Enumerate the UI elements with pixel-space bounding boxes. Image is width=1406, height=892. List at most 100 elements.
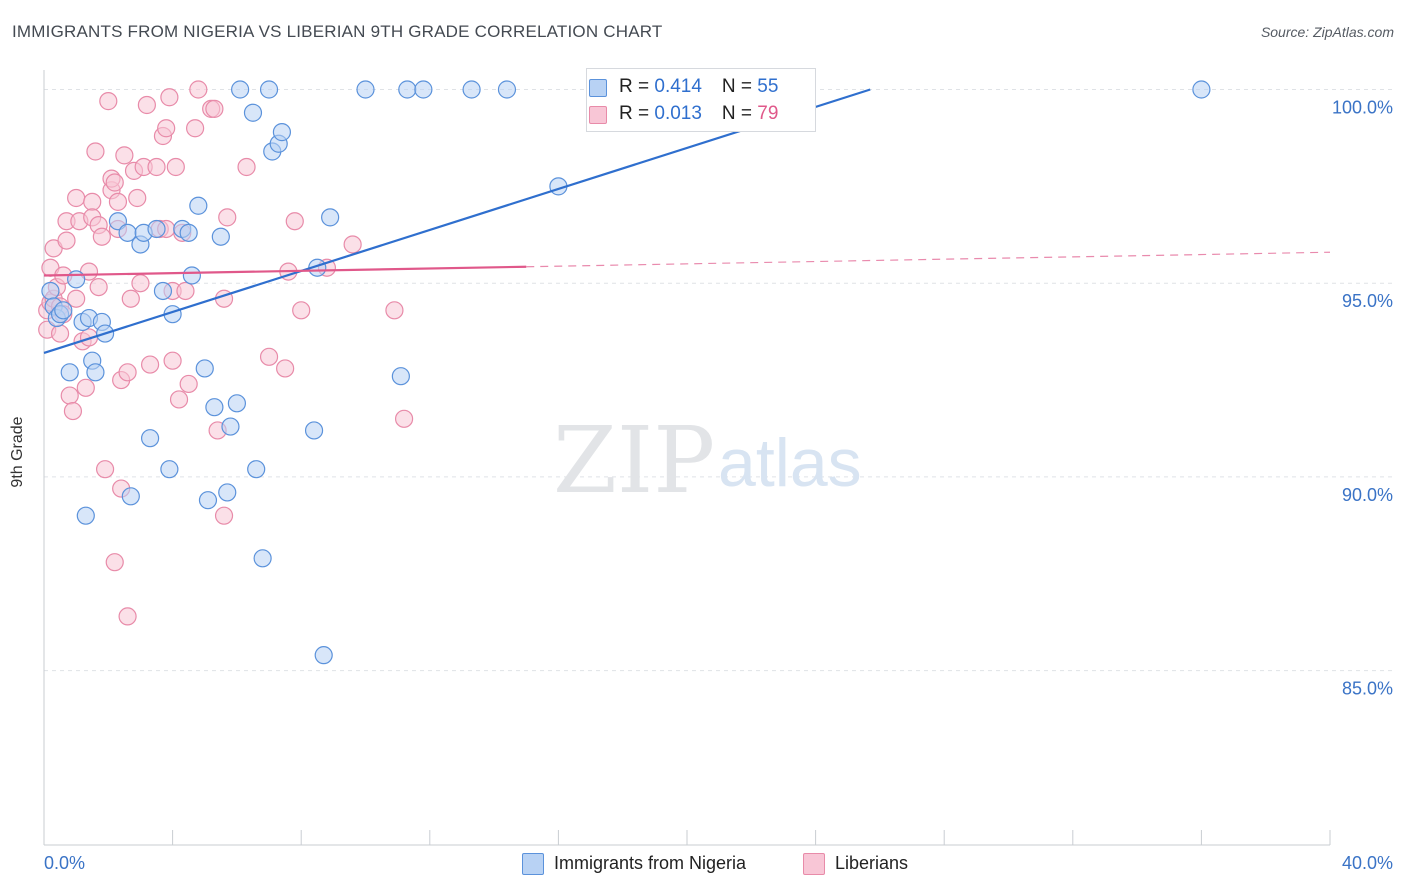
x-tick-label: 40.0% — [1342, 853, 1393, 873]
data-point-liberians — [394, 409, 414, 428]
correlation-legend: R = 0.414 N = 55 R = 0.013 N = 79 — [586, 68, 816, 132]
data-point-liberians — [118, 607, 137, 626]
data-point-nigeria — [227, 394, 246, 413]
data-point-nigeria — [182, 266, 201, 285]
watermark-zip: ZIP — [553, 407, 715, 514]
data-point-nigeria — [218, 483, 237, 502]
data-point-liberians — [276, 359, 295, 378]
data-point-liberians — [131, 274, 150, 293]
data-point-nigeria — [221, 417, 240, 436]
x-tick-label: 0.0% — [44, 853, 85, 873]
data-point-nigeria — [247, 460, 266, 479]
data-point-nigeria — [259, 80, 279, 99]
data-point-liberians — [292, 301, 311, 320]
data-point-nigeria — [179, 223, 198, 242]
data-point-nigeria — [198, 491, 218, 510]
watermark: ZIP atlas — [553, 407, 862, 514]
data-point-nigeria — [304, 421, 324, 440]
data-point-liberians — [259, 347, 279, 366]
data-point-nigeria — [160, 460, 179, 479]
data-point-liberians — [92, 227, 111, 246]
data-point-nigeria — [195, 359, 214, 378]
trend-line-extension-liberians — [526, 251, 1331, 268]
data-point-liberians — [214, 506, 234, 525]
series-nigeria-points — [41, 80, 1211, 665]
legend-row-nigeria: R = 0.414 N = 55 — [587, 73, 815, 101]
trend-line-nigeria — [43, 88, 871, 355]
data-point-liberians — [118, 363, 137, 382]
data-point-nigeria — [243, 103, 263, 122]
data-point-nigeria — [60, 363, 79, 382]
data-point-liberians — [50, 324, 70, 343]
series-swatch-pink — [803, 853, 825, 875]
data-point-nigeria — [147, 219, 166, 239]
data-point-nigeria — [398, 80, 417, 99]
data-point-nigeria — [391, 367, 410, 386]
data-point-liberians — [105, 173, 124, 192]
data-point-nigeria — [314, 646, 333, 665]
series-legend-label: Immigrants from Nigeria — [554, 853, 747, 873]
data-point-liberians — [147, 157, 166, 177]
legend-n-label: N = — [721, 76, 758, 97]
data-point-liberians — [140, 355, 160, 374]
y-tick-label: 90.0% — [1342, 485, 1393, 505]
data-point-liberians — [176, 281, 195, 301]
data-point-liberians — [166, 157, 185, 177]
data-point-liberians — [83, 192, 102, 211]
data-point-nigeria — [272, 123, 292, 142]
data-point-liberians — [67, 188, 86, 208]
legend-r-value: 0.013 — [654, 103, 702, 124]
data-point-nigeria — [356, 80, 375, 99]
data-point-nigeria — [414, 80, 433, 99]
data-point-liberians — [343, 235, 362, 254]
watermark-atlas: atlas — [718, 425, 862, 501]
data-point-nigeria — [211, 227, 230, 246]
series-swatch-blue — [522, 853, 544, 875]
data-point-liberians — [385, 301, 404, 320]
data-point-liberians — [189, 80, 208, 99]
y-tick-label: 95.0% — [1342, 291, 1393, 311]
data-point-nigeria — [253, 549, 272, 568]
legend-r-label: R = — [619, 103, 655, 124]
data-point-nigeria — [189, 196, 208, 215]
data-point-nigeria — [497, 80, 517, 99]
tick-labels: 100.0% 95.0% 90.0% 85.0% 0.0% 40.0% — [44, 97, 1393, 873]
data-point-nigeria — [1192, 80, 1211, 99]
data-point-liberians — [218, 208, 237, 227]
legend-swatch-blue — [589, 79, 607, 97]
data-point-nigeria — [462, 80, 481, 99]
data-point-liberians — [76, 378, 95, 397]
data-point-liberians — [205, 99, 224, 118]
legend-r-value: 0.414 — [654, 76, 702, 97]
data-point-liberians — [99, 92, 118, 111]
data-point-liberians — [115, 146, 134, 165]
legend-row-liberians: R = 0.013 N = 79 — [587, 100, 815, 128]
chart-title: IMMIGRANTS FROM NIGERIA VS LIBERIAN 9TH … — [12, 22, 663, 41]
legend-n-label: N = — [721, 103, 758, 124]
legend-n-value: 79 — [757, 103, 779, 124]
data-point-liberians — [186, 119, 205, 138]
data-point-nigeria — [108, 212, 128, 231]
grid — [44, 88, 1395, 672]
data-point-liberians — [163, 351, 182, 370]
data-point-nigeria — [86, 363, 105, 382]
data-point-liberians — [86, 142, 105, 161]
data-point-liberians — [137, 95, 156, 115]
y-tick-label: 100.0% — [1332, 97, 1393, 117]
data-point-nigeria — [67, 270, 86, 289]
legend-swatch-pink — [589, 106, 607, 124]
y-tick-label: 85.0% — [1342, 679, 1393, 699]
data-point-nigeria — [41, 281, 60, 301]
legend-n-value: 55 — [757, 76, 779, 97]
trend-lines — [43, 88, 1331, 355]
legend-r-label: R = — [619, 76, 655, 97]
data-point-nigeria — [205, 398, 224, 417]
data-point-liberians — [108, 192, 128, 211]
data-point-liberians — [89, 277, 108, 297]
data-point-liberians — [60, 386, 79, 405]
data-point-nigeria — [54, 301, 73, 320]
data-point-liberians — [57, 231, 76, 250]
data-point-liberians — [128, 188, 147, 208]
axes — [43, 70, 1331, 846]
